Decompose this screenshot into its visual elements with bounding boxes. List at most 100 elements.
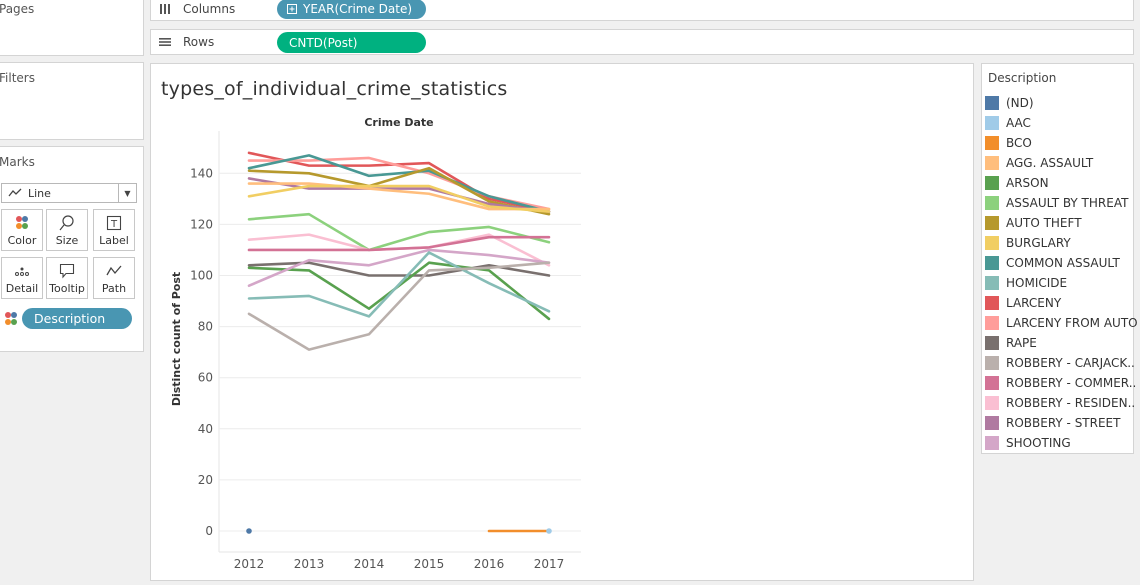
series-line: [247, 154, 551, 213]
rows-icon: [159, 38, 171, 46]
label-button[interactable]: T Label: [93, 209, 135, 251]
legend-swatch: [985, 436, 999, 450]
path-button[interactable]: Path: [93, 257, 135, 299]
legend-label: RAPE: [1006, 336, 1037, 350]
tooltip-button[interactable]: Tooltip: [46, 257, 88, 299]
legend-label: ROBBERY - COMMER..: [1006, 376, 1137, 390]
legend-swatch: [985, 216, 999, 230]
tooltip-icon: [59, 263, 75, 279]
expand-plus-icon[interactable]: [287, 4, 297, 14]
legend-label: BCO: [1006, 136, 1032, 150]
legend-swatch: [985, 376, 999, 390]
legend-label: HOMICIDE: [1006, 276, 1068, 290]
columns-shelf[interactable]: Columns YEAR(Crime Date): [150, 0, 1134, 21]
description-color-pill[interactable]: Description: [22, 308, 132, 329]
legend-swatch: [985, 316, 999, 330]
x-tick-label: 2017: [534, 557, 565, 571]
legend-item[interactable]: LARCENY FROM AUTO: [985, 314, 1138, 332]
legend-item[interactable]: BCO: [985, 134, 1032, 152]
size-icon: [59, 215, 74, 231]
legend-label: ASSAULT BY THREAT: [1006, 196, 1129, 210]
legend-item[interactable]: AUTO THEFT: [985, 214, 1082, 232]
legend-label: ROBBERY - STREET: [1006, 416, 1121, 430]
legend-item[interactable]: ROBBERY - STREET: [985, 414, 1120, 432]
columns-icon: [160, 3, 170, 14]
label-button-label: Label: [99, 234, 129, 247]
rows-shelf[interactable]: Rows CNTD(Post): [150, 29, 1134, 55]
series-point: [546, 528, 552, 534]
x-tick-label: 2014: [354, 557, 385, 571]
legend-item[interactable]: BURGLARY: [985, 234, 1071, 252]
path-icon: [106, 265, 122, 276]
color-button-label: Color: [7, 234, 37, 247]
legend-item[interactable]: ARSON: [985, 174, 1049, 192]
color-button[interactable]: Color: [1, 209, 43, 251]
chevron-down-icon[interactable]: ▼: [118, 184, 136, 202]
legend-label: AUTO THEFT: [1006, 216, 1082, 230]
tooltip-button-label: Tooltip: [49, 282, 85, 295]
sheet-title: types_of_individual_crime_statistics: [161, 78, 508, 100]
columns-pill-label: YEAR(Crime Date): [303, 2, 413, 16]
legend-label: ARSON: [1006, 176, 1049, 190]
series-line: [247, 184, 551, 213]
filters-title: Filters: [0, 71, 35, 85]
y-tick-label: 40: [198, 422, 213, 436]
legend-item[interactable]: LARCENY: [985, 294, 1061, 312]
series-line: [247, 261, 551, 351]
pages-card[interactable]: Pages: [0, 0, 144, 56]
legend-item[interactable]: COMMON ASSAULT: [985, 254, 1120, 272]
year-crime-date-pill[interactable]: YEAR(Crime Date): [277, 0, 426, 19]
series-line: [247, 235, 551, 252]
legend-swatch: [985, 296, 999, 310]
legend-label: ROBBERY - CARJACK..: [1006, 356, 1135, 370]
legend-item[interactable]: ROBBERY - RESIDEN..: [985, 394, 1135, 412]
columns-shelf-label: Columns: [183, 1, 236, 16]
series-line: [247, 212, 551, 252]
legend-item[interactable]: ASSAULT BY THREAT: [985, 194, 1128, 212]
legend-item[interactable]: SHOOTING: [985, 434, 1071, 452]
x-tick-label: 2013: [294, 557, 325, 571]
legend-swatch: [985, 236, 999, 250]
pages-title: Pages: [0, 2, 35, 16]
legend-item[interactable]: AGG. ASSAULT: [985, 154, 1093, 172]
y-axis-label: Distinct count of Post: [170, 272, 183, 406]
legend-item[interactable]: HOMICIDE: [985, 274, 1067, 292]
legend-item[interactable]: AAC: [985, 114, 1031, 132]
legend-swatch: [985, 96, 999, 110]
legend-swatch: [985, 116, 999, 130]
series-line: [247, 166, 551, 216]
size-button-label: Size: [55, 234, 79, 247]
legend-label: AAC: [1006, 116, 1031, 130]
cntd-post-pill[interactable]: CNTD(Post): [277, 32, 426, 53]
legend-swatch: [985, 136, 999, 150]
label-icon: T: [106, 215, 122, 231]
y-tick-label: 100: [190, 269, 213, 283]
legend-swatch: [985, 156, 999, 170]
legend-title: Description: [988, 71, 1057, 85]
legend-swatch: [985, 336, 999, 350]
legend-swatch: [985, 256, 999, 270]
legend-item[interactable]: ROBBERY - CARJACK..: [985, 354, 1135, 372]
legend-item[interactable]: ROBBERY - COMMER..: [985, 374, 1136, 392]
x-tick-label: 2012: [234, 557, 265, 571]
legend-item[interactable]: (ND): [985, 94, 1034, 112]
color-legend: Description (ND) AAC BCO AGG. ASSAULT ARSON A…: [981, 63, 1138, 454]
mark-type-dropdown[interactable]: Line ▼: [1, 183, 137, 203]
worksheet-view: types_of_individual_crime_statistics Cri…: [150, 63, 974, 581]
filters-card[interactable]: Filters: [0, 62, 144, 140]
series-line: [247, 248, 551, 288]
legend-label: ROBBERY - RESIDEN..: [1006, 396, 1136, 410]
legend-swatch: [985, 416, 999, 430]
detail-icon: [15, 267, 29, 276]
legend-swatch: [985, 276, 999, 290]
detail-button-label: Detail: [5, 282, 39, 295]
legend-item[interactable]: RAPE: [985, 334, 1037, 352]
legend-label: SHOOTING: [1006, 436, 1071, 450]
legend-label: LARCENY: [1006, 296, 1062, 310]
y-tick-label: 80: [198, 320, 213, 334]
color-encoding-icon: [5, 312, 17, 325]
detail-button[interactable]: Detail: [1, 257, 43, 299]
legend-swatch: [985, 196, 999, 210]
size-button[interactable]: Size: [46, 209, 88, 251]
legend-swatch: [985, 356, 999, 370]
